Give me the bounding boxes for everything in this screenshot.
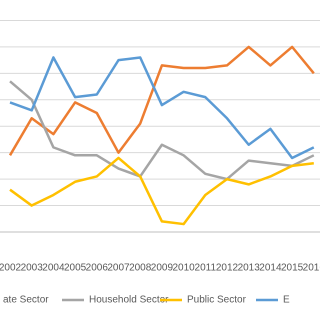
legend-label: E (283, 295, 290, 306)
x-tick-label: 2004 (42, 263, 65, 274)
x-tick-label: 2005 (64, 263, 87, 274)
x-tick-label: 2002 (0, 263, 22, 274)
series-line (9, 156, 314, 226)
x-tick-label: 2016 (303, 263, 320, 274)
x-tick-label: 2014 (259, 263, 282, 274)
x-tick-label: 2009 (151, 263, 174, 274)
x-tick-label: 2007 (107, 263, 130, 274)
legend-label: Household Sector (89, 295, 169, 306)
legend-label: Public Sector (187, 295, 247, 306)
x-tick-label: 2008 (129, 263, 152, 274)
x-tick-label: 2003 (21, 263, 44, 274)
x-tick-label: 2015 (281, 263, 304, 274)
x-tick-label: 2006 (86, 263, 109, 274)
x-tick-label: 2013 (238, 263, 261, 274)
series-line (9, 56, 315, 160)
legend-label: ate Sector (3, 295, 49, 306)
series-line (8, 45, 315, 156)
x-tick-label: 2012 (216, 263, 239, 274)
x-tick-label: 2011 (195, 263, 217, 274)
x-tick-label: 2010 (172, 263, 195, 274)
series-line (9, 80, 315, 181)
